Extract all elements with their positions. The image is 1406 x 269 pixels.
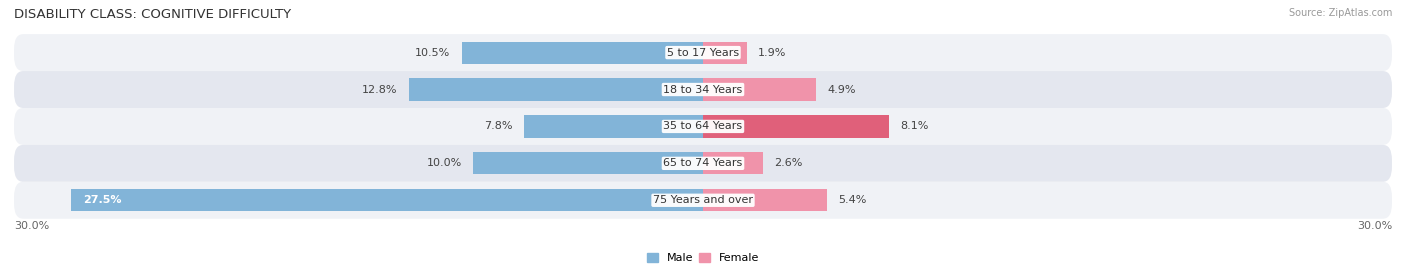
Legend: Male, Female: Male, Female — [643, 249, 763, 268]
Text: 4.9%: 4.9% — [827, 84, 855, 94]
Bar — [524, 115, 703, 137]
Bar — [703, 41, 747, 64]
Text: 75 Years and over: 75 Years and over — [652, 195, 754, 205]
Text: 30.0%: 30.0% — [1357, 221, 1392, 231]
Text: Source: ZipAtlas.com: Source: ZipAtlas.com — [1288, 8, 1392, 18]
Text: 12.8%: 12.8% — [363, 84, 398, 94]
Text: 8.1%: 8.1% — [900, 121, 929, 132]
Text: 5.4%: 5.4% — [838, 195, 868, 205]
Bar — [474, 152, 703, 174]
FancyBboxPatch shape — [14, 145, 1392, 182]
Text: 2.6%: 2.6% — [775, 158, 803, 168]
Bar — [703, 189, 827, 211]
FancyBboxPatch shape — [14, 34, 1392, 71]
Text: 1.9%: 1.9% — [758, 48, 786, 58]
Bar — [72, 189, 703, 211]
Text: 18 to 34 Years: 18 to 34 Years — [664, 84, 742, 94]
Bar — [409, 79, 703, 101]
Text: 5 to 17 Years: 5 to 17 Years — [666, 48, 740, 58]
Bar — [703, 115, 889, 137]
Text: 65 to 74 Years: 65 to 74 Years — [664, 158, 742, 168]
Text: 27.5%: 27.5% — [83, 195, 121, 205]
Text: 7.8%: 7.8% — [484, 121, 512, 132]
FancyBboxPatch shape — [14, 182, 1392, 219]
Bar — [703, 152, 762, 174]
Text: 35 to 64 Years: 35 to 64 Years — [664, 121, 742, 132]
Text: 10.5%: 10.5% — [415, 48, 450, 58]
FancyBboxPatch shape — [14, 71, 1392, 108]
Bar — [703, 79, 815, 101]
Text: 30.0%: 30.0% — [14, 221, 49, 231]
Text: 10.0%: 10.0% — [426, 158, 461, 168]
FancyBboxPatch shape — [14, 108, 1392, 145]
Text: DISABILITY CLASS: COGNITIVE DIFFICULTY: DISABILITY CLASS: COGNITIVE DIFFICULTY — [14, 8, 291, 21]
Bar — [461, 41, 703, 64]
